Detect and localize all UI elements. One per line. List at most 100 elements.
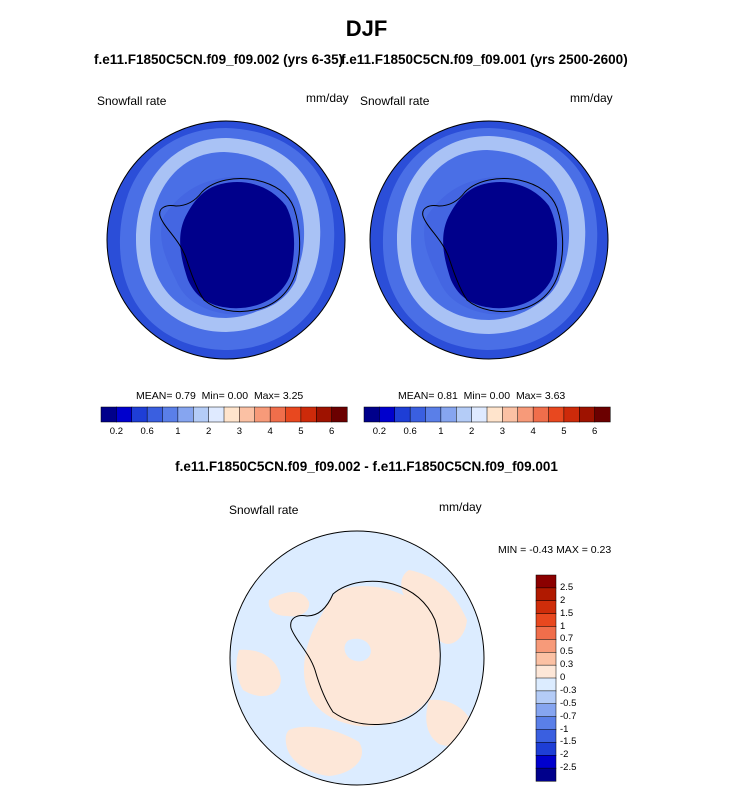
diff-colorbar-tick-label: 0.5 [560,646,574,658]
right-max-value: 3.63 [544,390,566,402]
left-mean-label: MEAN= [136,390,173,402]
right-min-value: 0.00 [489,390,511,402]
left-stats: MEAN= 0.79 Min= 0.00 Max= 3.25 [136,390,303,402]
left-colorbar-segment [223,406,240,423]
diff-colorbar-tick-label: 0.7 [560,633,574,645]
diff-colorbar-segment [535,639,557,653]
left-colorbar-segment [331,406,348,423]
diff-colorbar-tick-label: 2 [560,594,566,606]
right-colorbar-segment [409,406,427,423]
left-colorbar-segment [285,406,302,423]
right-units-label: mm/day [570,91,613,105]
right-colorbar-tick-label: 2 [468,426,475,437]
diff-colorbar-segment [535,587,557,602]
figure-title: DJF [345,16,388,41]
left-units-label: mm/day [306,91,349,105]
right-colorbar-segment [440,406,457,423]
left-mean-value: 0.79 [175,390,196,402]
positive-patch [303,586,440,727]
diff-colorbar-segment [535,690,557,705]
right-colorbar-segment [532,406,550,423]
right-mean-label: MEAN= [398,390,435,402]
right-colorbar-segment [563,406,580,423]
right-colorbar [363,406,611,423]
right-colorbar-segment [379,406,396,423]
left-colorbar-tick-label: 0.2 [109,426,123,437]
right-colorbar-segment [471,406,488,423]
right-min-label: Min= [463,390,487,402]
diff-colorbar-tick-label: -1 [560,723,569,735]
left-colorbar-segment [239,406,256,423]
left-colorbar-tick-label: 4 [267,426,273,437]
right-colorbar-segment [594,406,611,423]
positive-patch [268,591,310,617]
difference-colorbar [535,574,557,782]
left-variable-label: Snowfall rate [97,94,167,108]
antarctica-coastline [290,580,441,725]
map-boundary [106,120,346,360]
right-colorbar-ticks: 0.2 0.6 1 2 3 4 5 6 [364,426,610,438]
left-case-title: f.e11.F1850C5CN.f09_f09.002 (yrs 6-35) [94,52,344,67]
left-min-label: Min= [201,390,225,402]
diff-colorbar-segment [535,600,557,615]
right-colorbar-segment [486,406,503,423]
left-colorbar-segment [269,406,287,423]
diff-colorbar-segment [535,626,557,640]
left-colorbar-tick-label: 6 [328,426,335,437]
right-stats: MEAN= 0.81 Min= 0.00 Max= 3.63 [398,390,565,402]
positive-patch [401,570,467,644]
map-boundary [229,530,485,786]
right-colorbar-segment [394,406,411,423]
difference-title: f.e11.F1850C5CN.f09_f09.002 - f.e11.F185… [175,459,558,474]
left-colorbar-ticks: 0.2 0.6 1 2 3 4 5 6 [101,426,347,438]
left-colorbar-tick-label: 1 [175,426,181,437]
left-max-value: 3.25 [282,390,304,402]
left-colorbar-segment [116,406,133,423]
diff-colorbar-tick-label: 1.5 [560,607,574,619]
diff-colorbar-tick-label: -0.7 [560,710,577,722]
right-variable-label: Snowfall rate [360,94,430,108]
right-colorbar-tick-label: 3 [499,426,506,437]
diff-colorbar-tick-label: 2.5 [560,581,574,593]
right-colorbar-segment [425,406,442,423]
diff-variable-label: Snowfall rate [229,503,299,517]
positive-patch [285,726,363,776]
diff-colorbar-segment [535,716,557,731]
left-colorbar-segment [300,406,317,423]
left-colorbar-segment [162,406,179,423]
difference-snowfall-map [229,530,485,786]
left-colorbar [100,406,348,423]
antarctica-coastline [422,178,564,313]
right-colorbar-tick-label: 4 [530,426,536,437]
right-colorbar-segment [363,406,380,423]
left-colorbar-segment [177,406,194,423]
left-min-value: 0.00 [227,390,249,402]
right-max-label: Max= [515,390,542,402]
diff-colorbar-tick-label: 0.3 [560,659,574,671]
diff-colorbar-segment [535,574,557,589]
diff-colorbar-tick-label: -0.5 [560,697,577,709]
left-colorbar-segment [208,406,225,423]
left-max-label: Max= [253,390,280,402]
diff-colorbar-segment [535,729,557,743]
right-colorbar-tick-label: 0.2 [372,426,386,437]
diff-colorbar-segment [535,664,557,679]
right-snowfall-map [369,120,609,360]
interior-ice [443,182,558,309]
diff-colorbar-segment [535,703,557,718]
diff-colorbar-tick-label: -0.3 [560,684,577,696]
right-colorbar-segment [579,406,596,423]
diff-colorbar-tick-label: -2 [560,749,569,761]
left-colorbar-segment [316,406,333,423]
diff-colorbar-segment [535,652,557,666]
map-boundary [369,120,609,360]
right-colorbar-segment [517,406,534,423]
diff-colorbar-segment [535,677,557,692]
diff-colorbar-tick-label: -2.5 [560,762,577,774]
antarctica-coastline [159,178,301,313]
diff-units-label: mm/day [439,500,482,514]
interior-ice [180,182,295,309]
right-mean-value: 0.81 [437,390,458,402]
right-colorbar-tick-label: 1 [438,426,444,437]
diff-colorbar-tick-label: 1 [560,620,566,632]
